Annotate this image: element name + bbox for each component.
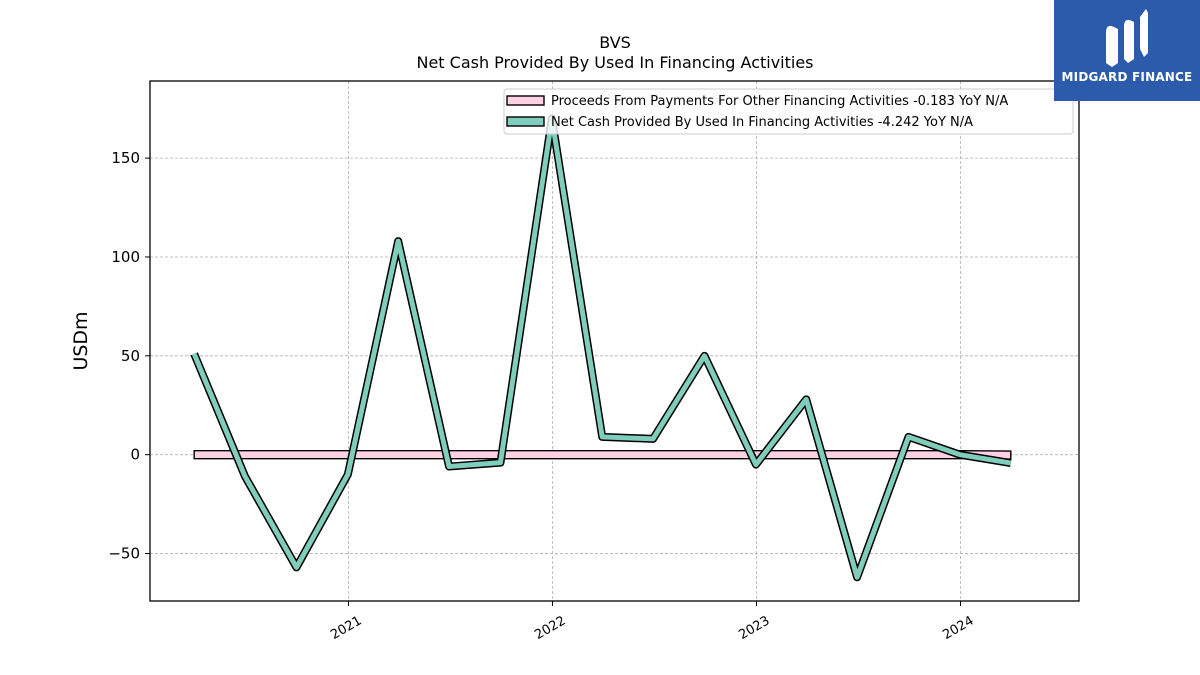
y-tick-label: −50 <box>108 545 140 563</box>
plot-series <box>190 114 1012 582</box>
midgard-logo-icon <box>1106 9 1148 67</box>
chart-subtitle: Net Cash Provided By Used In Financing A… <box>416 53 813 72</box>
y-axis-label: USDm <box>70 311 92 370</box>
series-line-net-cash <box>191 116 1012 580</box>
y-tick-label: 100 <box>111 248 140 266</box>
y-tick-label: 0 <box>130 446 140 464</box>
x-tick-label: 2021 <box>328 613 364 643</box>
legend-label: Net Cash Provided By Used In Financing A… <box>551 115 973 130</box>
series-band-proceeds <box>193 449 1012 460</box>
y-tick-label: 50 <box>121 347 140 365</box>
x-tick-label: 2022 <box>532 613 568 643</box>
legend-swatch <box>506 95 545 106</box>
legend-box <box>503 88 1074 135</box>
x-tick-label: 2023 <box>736 613 772 643</box>
legend: Proceeds From Payments For Other Financi… <box>503 88 1074 135</box>
y-tick-label: 150 <box>111 149 140 167</box>
brand-name: MIDGARD FINANCE <box>1061 70 1193 84</box>
series-line-outline <box>190 114 1012 582</box>
chart-title: BVS <box>599 33 631 52</box>
x-tick-label: 2024 <box>940 613 976 643</box>
legend-swatch <box>506 116 545 127</box>
plot-frame <box>149 80 1080 602</box>
brand-logo: MIDGARD FINANCE <box>1054 0 1200 101</box>
legend-label: Proceeds From Payments For Other Financi… <box>551 94 1008 109</box>
grid <box>150 81 1079 601</box>
axes: −50 0 50 100 150 2021 2022 2023 2024 <box>108 149 976 643</box>
